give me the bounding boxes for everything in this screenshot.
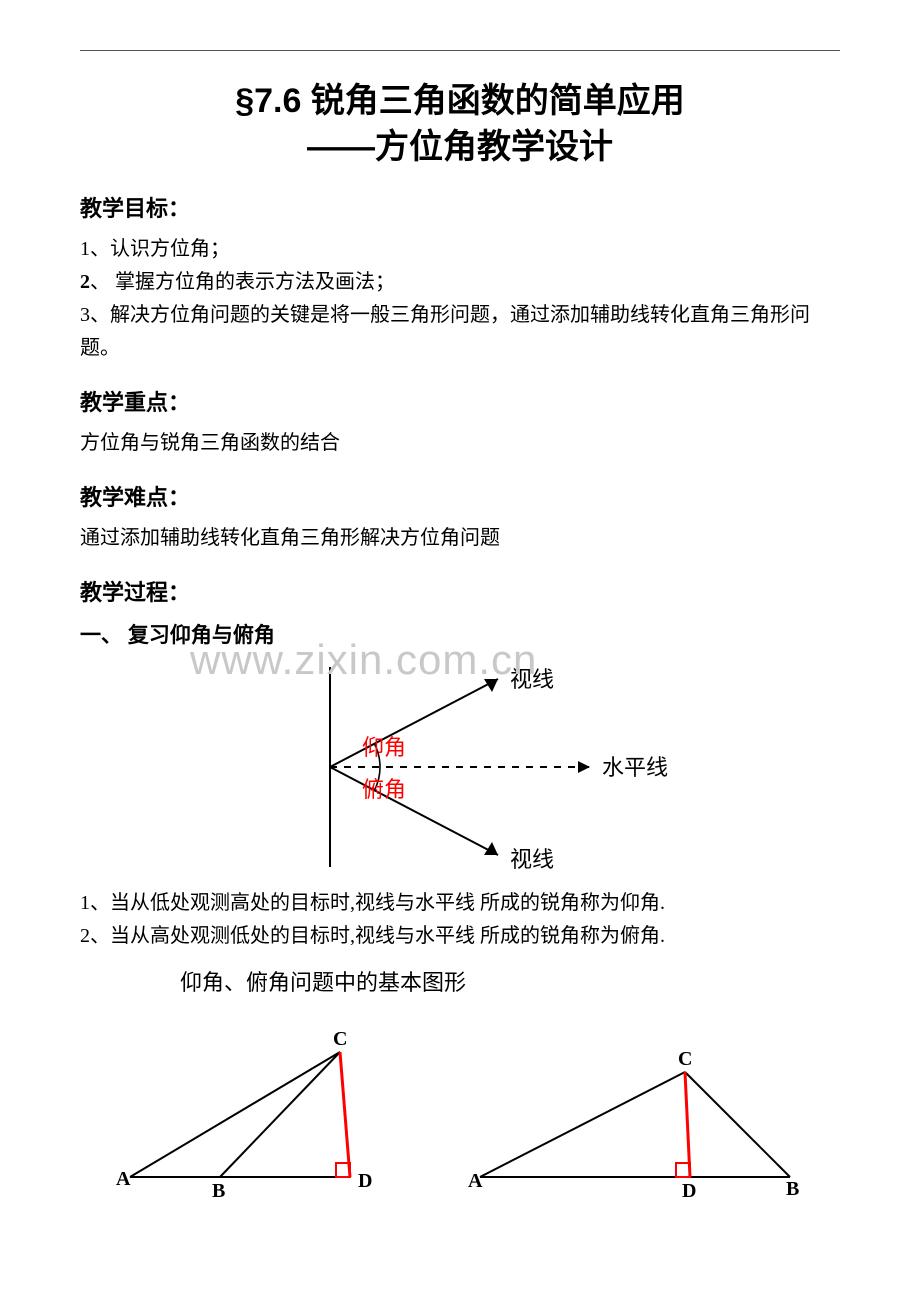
goal-3: 3、解决方位角问题的关键是将一般三角形问题，通过添加辅助线转化直角三角形问题。	[80, 299, 840, 365]
goal-2: 2、 掌握方位角的表示方法及画法；	[80, 266, 840, 299]
title-line-2: ——方位角教学设计	[80, 125, 840, 171]
tri2-C: C	[678, 1048, 692, 1070]
fig1-down: 俯角	[362, 777, 406, 802]
tri1-C: C	[333, 1028, 347, 1050]
goal-2-text: 、 掌握方位角的表示方法及画法；	[90, 271, 395, 293]
tri2-A: A	[468, 1170, 483, 1192]
def-1: 1、当从低处观测高处的目标时,视线与水平线 所成的锐角称为仰角.	[80, 887, 840, 920]
tri2-B: B	[786, 1178, 799, 1197]
tri2-D: D	[682, 1180, 696, 1197]
review-heading: 一、 复习仰角与俯角	[80, 619, 840, 649]
heading-process: 教学过程：	[80, 575, 840, 607]
fig1-horizon: 水平线	[602, 755, 668, 780]
fig1-sight-down: 视线	[510, 847, 554, 872]
tri1-D: D	[358, 1170, 372, 1192]
goal-2-num: 2	[80, 271, 90, 293]
fig1-up: 仰角	[362, 735, 406, 760]
tri1-A: A	[116, 1168, 131, 1190]
def-2: 2、当从高处观测低处的目标时,视线与水平线 所成的锐角称为俯角.	[80, 920, 840, 953]
top-rule	[80, 50, 840, 51]
fig1-sight-up: 视线	[510, 667, 554, 692]
tri1-B: B	[212, 1180, 225, 1197]
goal-1: 1、认识方位角；	[80, 233, 840, 266]
heading-goal: 教学目标：	[80, 191, 840, 223]
figure-triangles: A B C D A B C D	[80, 1027, 840, 1197]
figure-angles: 视线 视线 水平线 仰角 俯角	[80, 657, 840, 877]
heading-keypoint: 教学重点：	[80, 385, 840, 417]
keypoint-text: 方位角与锐角三角函数的结合	[80, 427, 840, 460]
difficulty-text: 通过添加辅助线转化直角三角形解决方位角问题	[80, 522, 840, 555]
title-line-1: §7.6 锐角三角函数的简单应用	[80, 79, 840, 125]
heading-difficulty: 教学难点：	[80, 480, 840, 512]
basic-caption: 仰角、俯角问题中的基本图形	[80, 965, 840, 997]
